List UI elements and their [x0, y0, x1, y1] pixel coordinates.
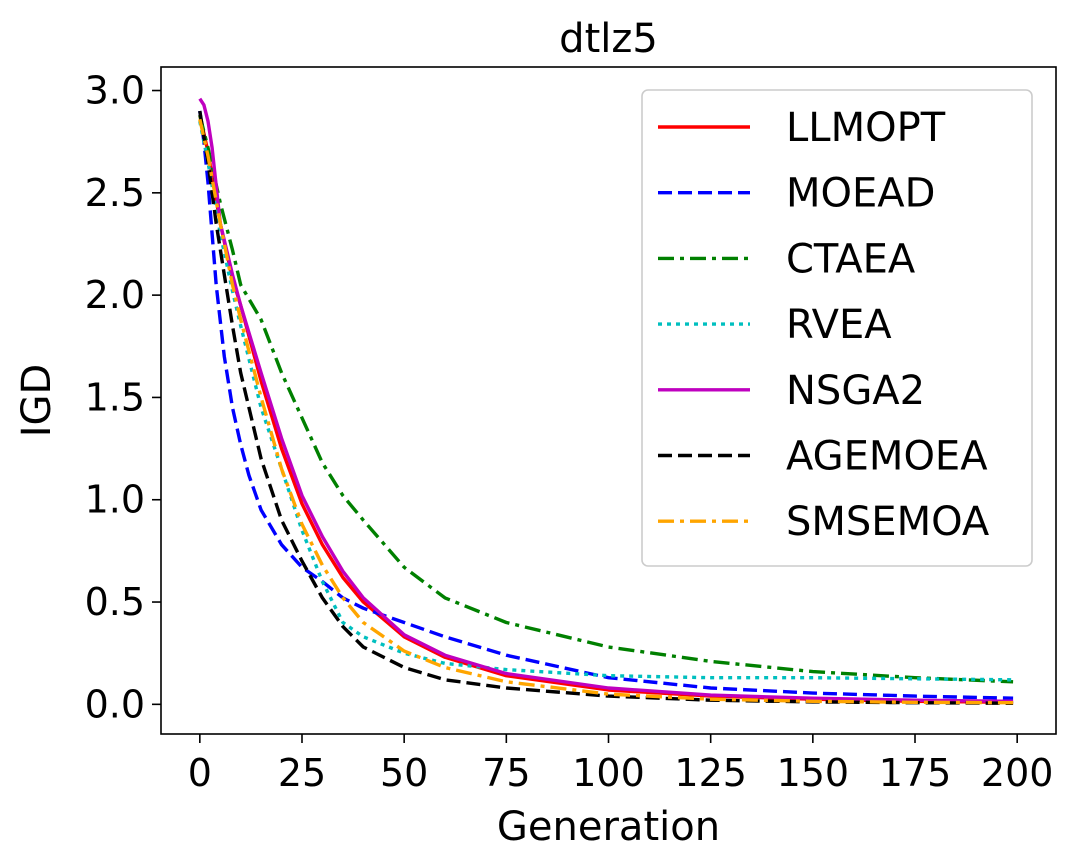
legend-label-ctaea: CTAEA: [786, 236, 916, 282]
series-layer: [198, 97, 1014, 705]
x-tick-label: 25: [278, 751, 326, 795]
y-tick-label: 2.0: [85, 273, 145, 317]
legend: LLMOPT MOEAD CTAEA RVEA NSGA2 AGEMOEA SMSEMOA: [641, 89, 1033, 567]
x-axis-ticks: 0 25 50 75 100 125 150 175 200: [188, 734, 1054, 795]
y-tick-label: 3.0: [85, 69, 145, 113]
x-tick-label: 175: [879, 751, 952, 795]
series-line-smsemoa: [198, 118, 1014, 705]
x-tick-label: 75: [482, 751, 530, 795]
legend-label-smsemoa: SMSEMOA: [786, 499, 990, 545]
x-tick-label: 0: [188, 751, 212, 795]
legend-box: [641, 89, 1033, 567]
legend-label-rvea: RVEA: [786, 302, 892, 348]
x-tick-label: 200: [981, 751, 1054, 795]
x-tick-label: 50: [380, 751, 428, 795]
legend-label-moead: MOEAD: [786, 171, 935, 217]
x-tick-label: 100: [572, 751, 645, 795]
x-tick-label: 125: [674, 751, 747, 795]
legend-label-nsga2: NSGA2: [786, 368, 925, 414]
legend-label-agemoea: AGEMOEA: [786, 434, 988, 480]
series-line-ctaea: [198, 114, 1014, 684]
y-tick-label: 0.5: [85, 580, 145, 624]
y-tick-label: 1.5: [85, 375, 145, 419]
x-tick-label: 150: [777, 751, 850, 795]
y-tick-label: 2.5: [85, 171, 145, 215]
series-line-nsga2: [198, 97, 1014, 703]
y-tick-label: 1.0: [85, 478, 145, 522]
y-axis-ticks: 0.0 0.5 1.0 1.5 2.0 2.5 3.0: [85, 69, 161, 726]
y-tick-label: 0.0: [85, 682, 145, 726]
y-axis-title: IGD: [14, 364, 60, 438]
chart-title: dtlz5: [559, 16, 658, 62]
x-axis-title: Generation: [497, 804, 720, 850]
legend-label-llmopt: LLMOPT: [786, 105, 946, 151]
